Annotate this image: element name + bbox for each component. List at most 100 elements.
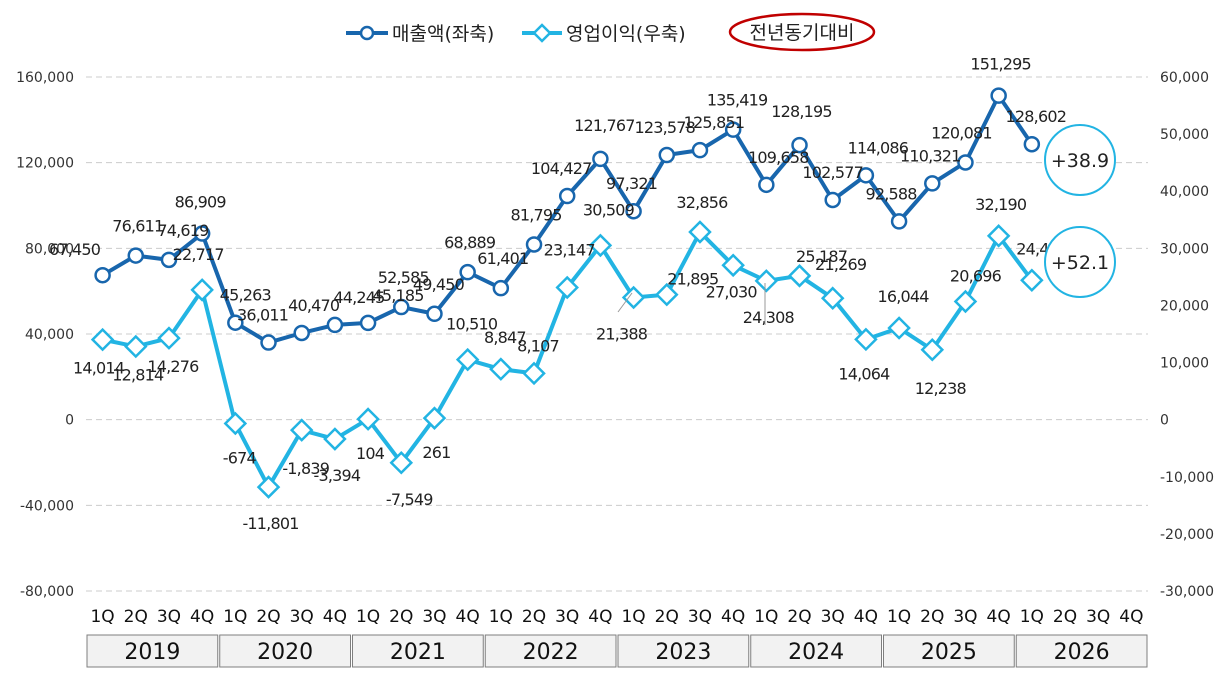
x-quarter-label: 2Q <box>1053 607 1077 627</box>
revenue-data-label: 109,658 <box>748 148 809 167</box>
y-right-tick-label: 60,000 <box>1160 70 1209 86</box>
x-quarter-label: 2Q <box>787 607 811 627</box>
x-year-box <box>1015 634 1148 668</box>
op-data-label: 8,847 <box>484 328 526 347</box>
op-point <box>90 327 115 352</box>
revenue-point <box>1023 135 1041 153</box>
op-data-label: 24,308 <box>743 308 795 327</box>
revenue-data-label: 125,851 <box>684 113 745 132</box>
op-point <box>854 327 878 352</box>
x-axis: 1Q 2Q 3Q 4Q 1Q 2Q 3Q 4Q 1Q 2Q 3Q 4Q 1Q 2Q 3Q 4Q 1Q 2Q 3Q 4Q… <box>86 607 1148 668</box>
revenue-data-label: 128,602 <box>1006 107 1067 126</box>
revenue-point <box>824 191 841 209</box>
revenue-data-label: 81,795 <box>510 205 561 224</box>
op-data-label: 8,107 <box>517 336 559 355</box>
revenue-point <box>459 263 476 281</box>
op-data-label: 20,696 <box>950 266 1002 285</box>
x-quarter-label: 4Q <box>588 607 612 627</box>
revenue-data-label: 61,401 <box>477 249 528 268</box>
op-point <box>588 233 613 258</box>
revenue-data-label: 52,585 <box>378 268 429 287</box>
revenue-point <box>924 175 941 192</box>
x-quarter-label: 3Q <box>953 607 977 627</box>
op-point <box>256 475 281 499</box>
op-point <box>223 411 248 436</box>
x-year-box <box>484 634 617 668</box>
revenue-point <box>990 87 1007 104</box>
y-right-tick-label: 30,000 <box>1160 241 1209 257</box>
op-data-label: 32,190 <box>975 195 1027 214</box>
x-quarter-label: 3Q <box>1086 607 1110 627</box>
y-left-tick-label: 160,000 <box>16 70 74 86</box>
x-quarter-label: 4Q <box>721 607 745 627</box>
op-point <box>124 334 148 359</box>
op-data-label: 104 <box>356 444 385 463</box>
x-year-label: 2023 <box>655 640 711 665</box>
y-right-tick-label: -10,000 <box>1160 470 1214 486</box>
x-year-box <box>219 634 351 668</box>
op-data-label: 21,895 <box>667 270 718 289</box>
y-right-tick-label: 10,000 <box>1160 356 1209 372</box>
revenue-point <box>393 298 410 316</box>
x-quarter-label: 1Q <box>754 607 778 627</box>
op-data-label: 32,856 <box>676 193 728 212</box>
revenue-data-label: 44,245 <box>333 288 384 307</box>
x-quarter-label: 1Q <box>90 607 114 627</box>
revenue-point <box>193 225 211 242</box>
x-quarter-label: 2Q <box>522 607 546 627</box>
y-right-tick-label: -30,000 <box>1160 584 1214 600</box>
op-point <box>986 224 1011 248</box>
x-year-label: 2021 <box>390 640 446 665</box>
revenue-point <box>293 324 310 342</box>
legend-yoy-label: 전년동기대비 <box>750 22 855 44</box>
x-year-label: 2022 <box>523 640 579 665</box>
revenue-data-label: 114,086 <box>848 138 909 157</box>
op-data-label: 23,147 <box>544 240 595 259</box>
op-data-label: 16,044 <box>878 287 930 306</box>
x-quarter-label: 4Q <box>456 607 480 627</box>
revenue-data-label: 67,450 <box>49 240 101 259</box>
revenue-data-label: 36,011 <box>237 306 288 325</box>
op-data-label: 21,269 <box>815 255 867 274</box>
revenue-data-label: 74,619 <box>157 221 209 240</box>
op-data-label: -1,839 <box>282 459 329 478</box>
x-year-box <box>86 634 219 668</box>
x-quarter-label: 1Q <box>223 607 247 627</box>
op-point <box>820 286 845 310</box>
op-point <box>1020 268 1044 293</box>
series-revenue <box>94 87 1041 351</box>
revenue-data-label: 68,889 <box>444 233 496 252</box>
op-point <box>887 316 911 340</box>
revenue-point <box>94 266 111 284</box>
op-point <box>721 253 745 278</box>
revenue-data-label: 151,295 <box>970 55 1031 74</box>
y-left-tick-label: -40,000 <box>20 498 74 514</box>
op-point <box>555 275 579 300</box>
revenue-data-label: 45,185 <box>373 286 424 305</box>
y-right-tick-label: 0 <box>1160 413 1169 429</box>
revenue-point <box>160 251 178 269</box>
revenue-point <box>658 146 676 164</box>
revenue-point <box>492 279 510 297</box>
op-data-label: 27,030 <box>706 282 758 301</box>
x-year-box <box>750 634 882 668</box>
y-axis-right: 60,000 50,000 40,000 30,000 20,000 10,000 0 -10… <box>1160 70 1214 600</box>
x-quarter-label: 2Q <box>389 607 413 627</box>
op-data-label: 12,238 <box>915 379 967 398</box>
leader-line <box>617 292 633 313</box>
op-data-label: -11,801 <box>242 514 298 533</box>
op-data-label: 14,014 <box>73 359 125 378</box>
x-quarter-label: 3Q <box>688 607 712 627</box>
yoy-badge-text: +38.9 <box>1051 150 1109 172</box>
x-quarter-label: 1Q <box>621 607 645 627</box>
revenue-data-label: 120,081 <box>931 123 992 142</box>
x-quarter-label: 2Q <box>124 607 148 627</box>
y-right-tick-label: -20,000 <box>1160 527 1214 543</box>
revenue-point <box>691 141 709 159</box>
op-data-label: 261 <box>422 443 450 462</box>
op-data-label: -674 <box>223 449 257 468</box>
op-point <box>787 264 812 288</box>
op-data-label: 12,814 <box>112 365 164 384</box>
x-year-label: 2019 <box>124 640 180 665</box>
